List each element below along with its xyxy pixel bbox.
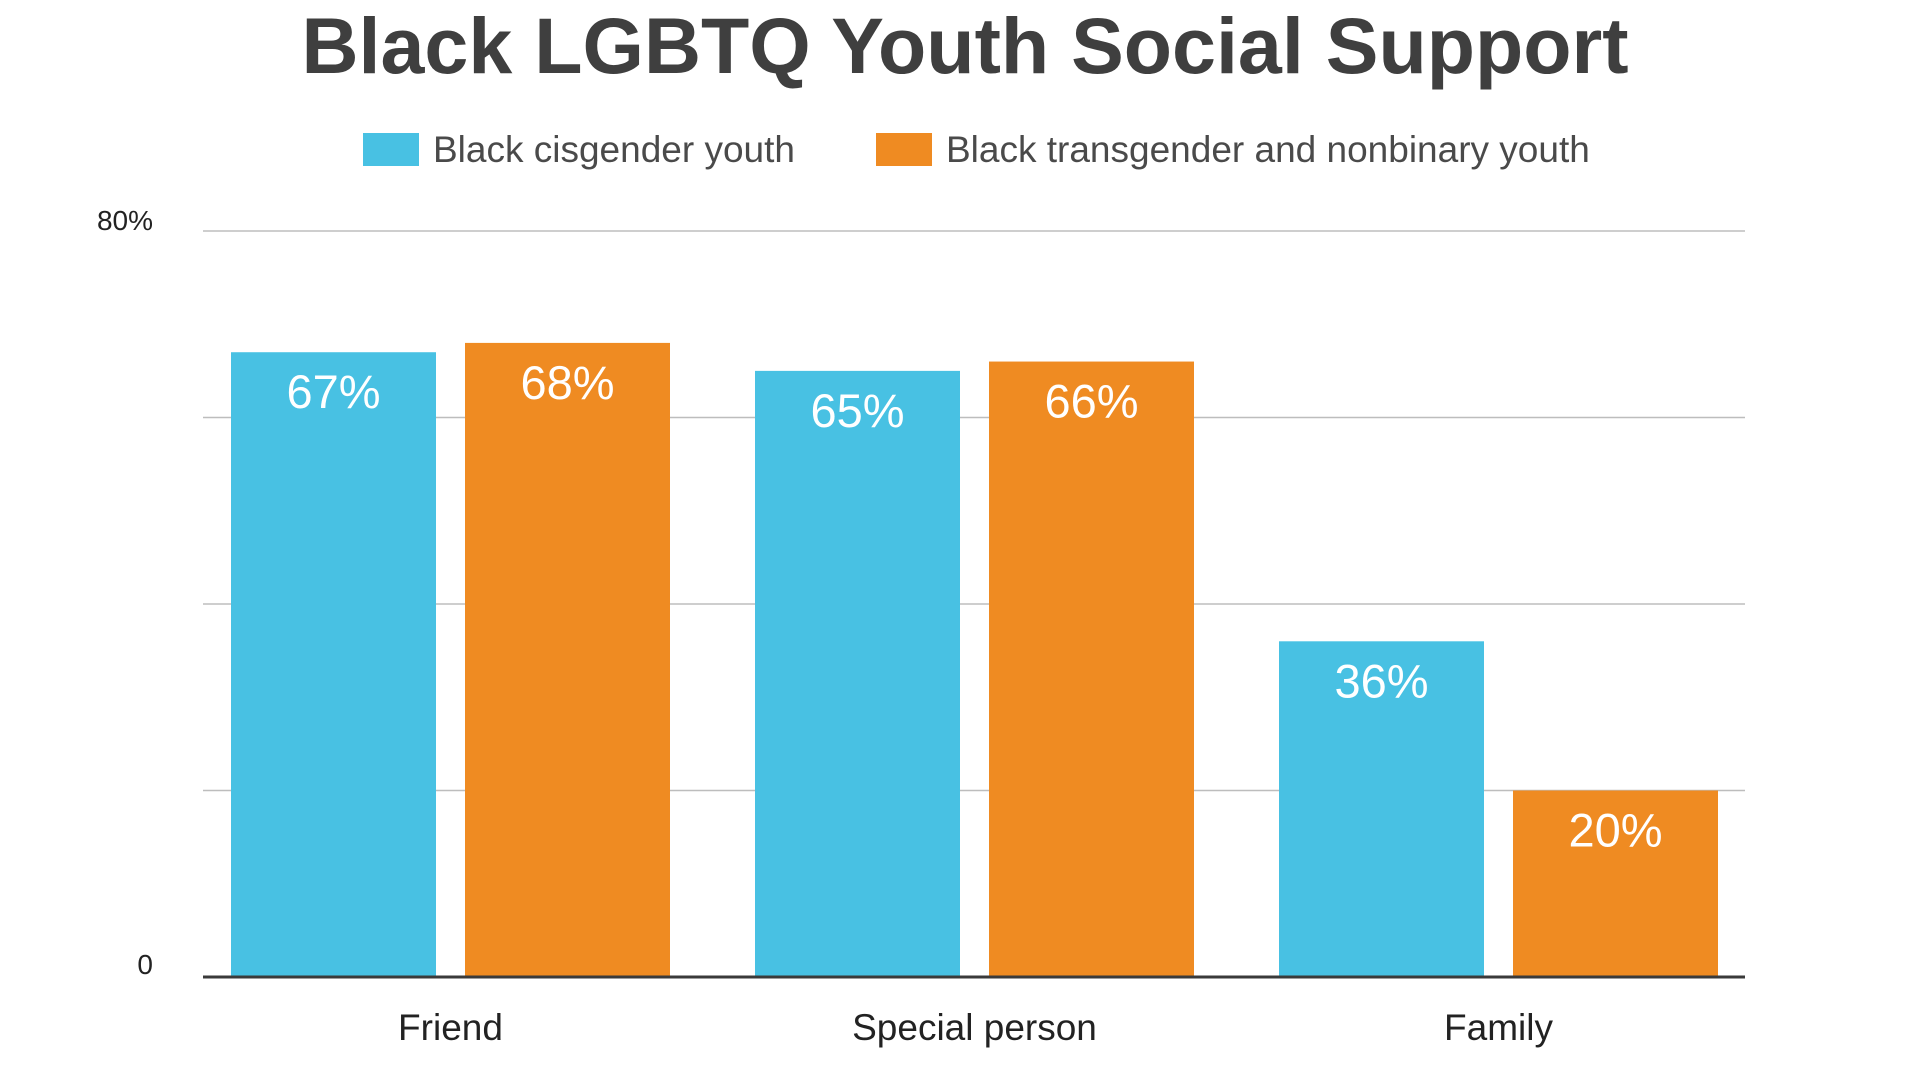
x-axis-categories: Friend Special person Family	[398, 1007, 1553, 1048]
bar-value-label: 66%	[1044, 375, 1138, 428]
bar-value-label: 65%	[810, 384, 904, 437]
bar-cisgender-special-person	[755, 370, 960, 977]
y-tick-label: 80%	[97, 205, 153, 236]
bar-value-label: 20%	[1568, 804, 1662, 857]
bar-transgender-nonbinary-special-person	[989, 361, 1194, 977]
bar-cisgender-friend	[231, 352, 436, 978]
bars: 67% 65% 36% 68% 66% 20%	[231, 342, 1718, 978]
bar-cisgender-family	[1279, 641, 1484, 977]
legend-swatch-cisgender	[363, 133, 419, 166]
bar-transgender-nonbinary-family	[1513, 790, 1718, 977]
legend-label-cisgender: Black cisgender youth	[433, 129, 795, 170]
category-label: Special person	[852, 1007, 1097, 1048]
bar-transgender-nonbinary-friend	[465, 342, 670, 977]
category-label: Friend	[398, 1007, 503, 1048]
bar-value-label: 67%	[286, 365, 380, 418]
gridlines	[203, 230, 1745, 792]
legend: Black cisgender youth Black transgender …	[363, 129, 1590, 170]
bar-value-label: 68%	[520, 356, 614, 409]
bar-value-label: 36%	[1334, 654, 1428, 707]
y-axis-ticks: 0 80%	[97, 205, 153, 980]
chart-title: Black LGBTQ Youth Social Support	[301, 1, 1628, 90]
category-label: Family	[1444, 1007, 1553, 1048]
legend-label-transgender-nonbinary: Black transgender and nonbinary youth	[946, 129, 1590, 170]
y-tick-label: 0	[137, 949, 153, 980]
legend-swatch-transgender-nonbinary	[876, 133, 932, 166]
